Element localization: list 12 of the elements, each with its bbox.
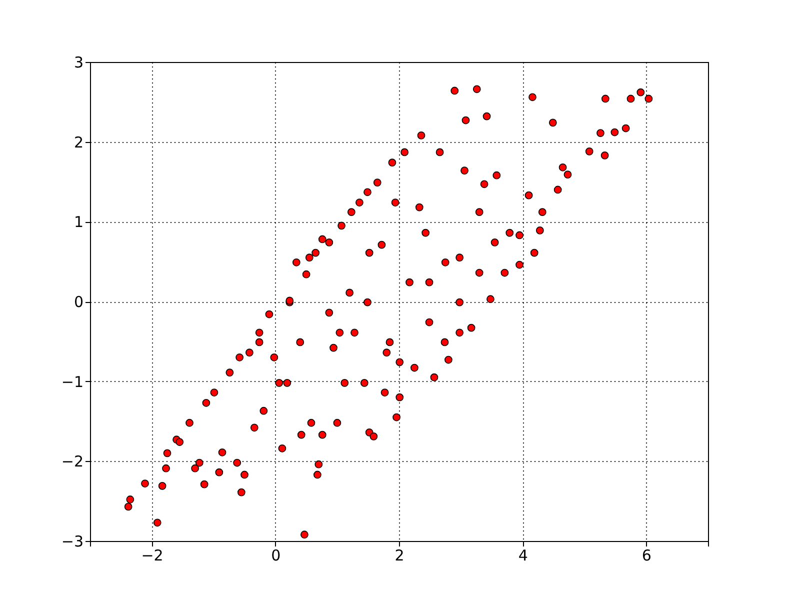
y-tick-label: −2 xyxy=(61,452,84,471)
x-tick-label: 0 xyxy=(271,546,281,564)
y-tick-label: 2 xyxy=(74,133,84,152)
y-tick-label: 1 xyxy=(74,213,84,232)
y-tick-label: −3 xyxy=(61,532,84,550)
x-tick-label: −2 xyxy=(141,546,164,564)
y-tick-label: −1 xyxy=(61,372,84,391)
x-tick-label: 4 xyxy=(518,546,528,564)
y-tick-label: 3 xyxy=(74,54,84,72)
x-tick-label: 2 xyxy=(394,546,404,564)
y-tick-label: 0 xyxy=(74,293,84,311)
x-tick-label: 6 xyxy=(642,546,652,564)
